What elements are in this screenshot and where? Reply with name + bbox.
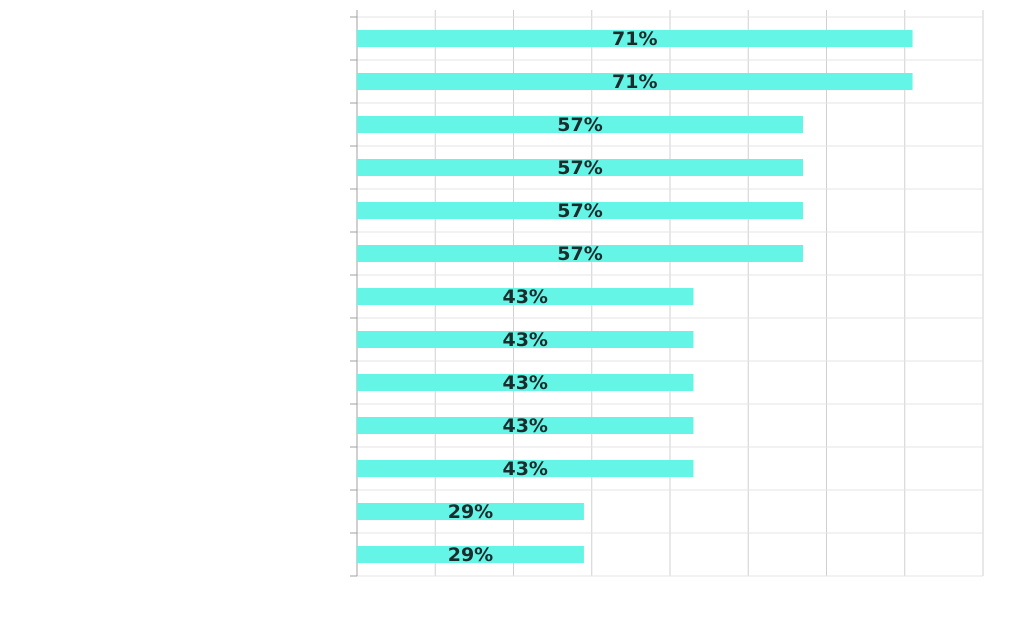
bar <box>357 331 694 348</box>
bar-value-label: 57% <box>557 243 602 265</box>
bar <box>357 159 804 176</box>
bar <box>357 202 804 219</box>
bars <box>357 30 913 563</box>
bar-value-label: 71% <box>612 28 657 50</box>
bar-value-label: 43% <box>502 458 547 480</box>
bar <box>357 73 913 90</box>
bar <box>357 374 694 391</box>
bar-value-label: 43% <box>502 286 547 308</box>
grid-lines <box>350 10 984 577</box>
bar <box>357 503 584 520</box>
bar <box>357 460 694 477</box>
bar <box>357 546 584 563</box>
bar-value-label: 57% <box>557 157 602 179</box>
bar-value-label: 57% <box>557 200 602 222</box>
bar <box>357 288 694 305</box>
bar-value-label: 29% <box>448 501 493 523</box>
bar <box>357 245 804 262</box>
bar-value-label: 43% <box>502 329 547 351</box>
bar-value-label: 71% <box>612 71 657 93</box>
bar-value-label: 43% <box>502 415 547 437</box>
data-labels: 71% 71% 57% 57% 57% 57% 43% 43% 43% 43% 43% 29% 29% <box>448 28 658 566</box>
bar-value-label: 57% <box>557 114 602 136</box>
bar <box>357 30 913 47</box>
bar-value-label: 29% <box>448 544 493 566</box>
bar <box>357 116 804 133</box>
bar-value-label: 43% <box>502 372 547 394</box>
bar <box>357 417 694 434</box>
